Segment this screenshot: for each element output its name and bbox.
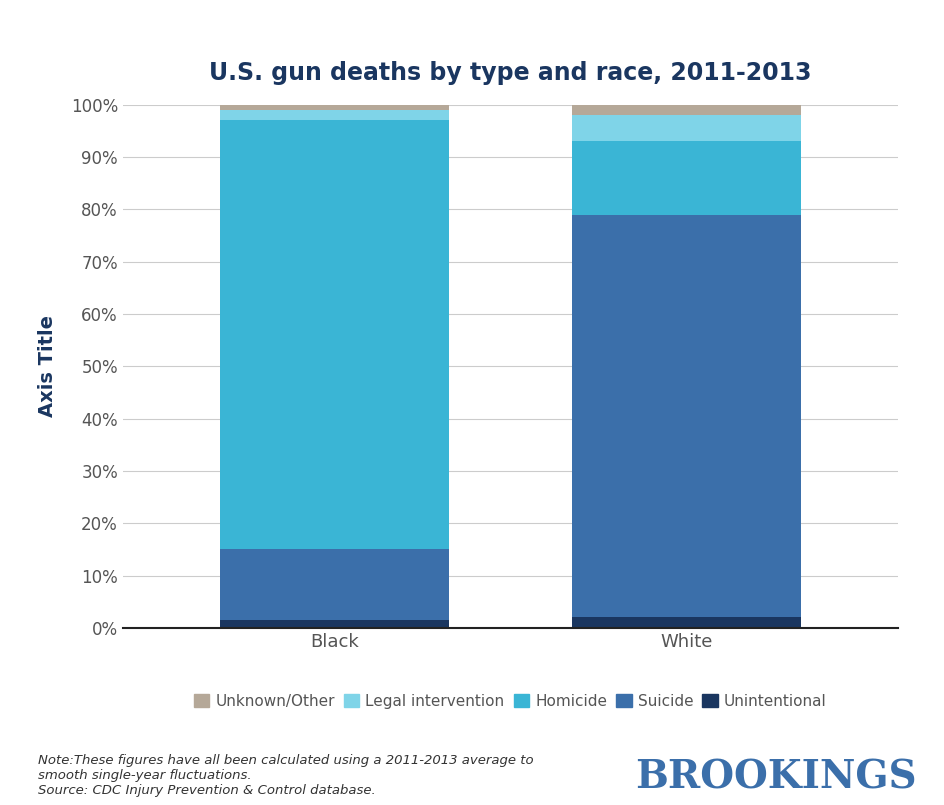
Bar bbox=[219, 620, 448, 628]
Bar bbox=[571, 105, 800, 115]
Y-axis label: Axis Title: Axis Title bbox=[38, 316, 57, 417]
Bar bbox=[571, 617, 800, 628]
Bar bbox=[571, 115, 800, 142]
Bar bbox=[219, 120, 448, 549]
Text: BROOKINGS: BROOKINGS bbox=[634, 759, 916, 797]
Bar bbox=[219, 549, 448, 620]
Bar bbox=[571, 214, 800, 617]
Text: Note:These figures have all been calculated using a 2011-2013 average to
smooth : Note:These figures have all been calcula… bbox=[38, 754, 532, 797]
Bar bbox=[571, 142, 800, 214]
Bar bbox=[219, 109, 448, 120]
Title: U.S. gun deaths by type and race, 2011-2013: U.S. gun deaths by type and race, 2011-2… bbox=[209, 60, 811, 85]
Legend: Unknown/Other, Legal intervention, Homicide, Suicide, Unintentional: Unknown/Other, Legal intervention, Homic… bbox=[188, 687, 832, 715]
Bar bbox=[219, 105, 448, 110]
